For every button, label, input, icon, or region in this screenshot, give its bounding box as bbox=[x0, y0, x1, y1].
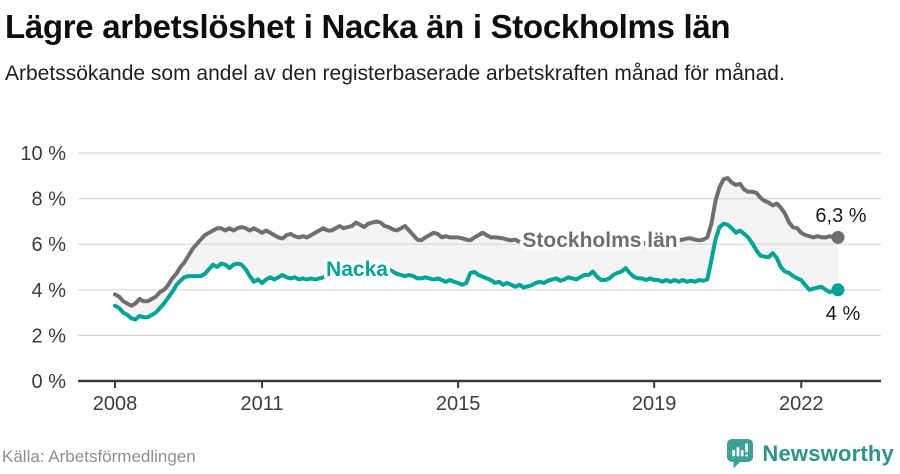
line-chart-canvas: 0 % 2 % 4 % 6 % 8 % 10 % 2008 2011 2015 2019 2022 S… bbox=[20, 143, 881, 415]
footer: Källa: Arbetsförmedlingen Newsworthy bbox=[0, 436, 900, 474]
x-tick-label: 2015 bbox=[436, 393, 481, 415]
chart-title: Lägre arbetslöshet i Nacka än i Stockhol… bbox=[5, 8, 731, 45]
y-tick-label: 6 % bbox=[32, 234, 67, 256]
series-line-0 bbox=[113, 176, 840, 308]
newsworthy-bar-chart-icon bbox=[727, 439, 754, 469]
chart-subtitle: Arbetssökande som andel av den registerb… bbox=[5, 62, 785, 86]
y-tick-label: 10 % bbox=[20, 143, 66, 165]
y-tick-label: 0 % bbox=[32, 371, 67, 393]
series-end-dot-1 bbox=[831, 283, 845, 297]
series-inline-label-1: Nacka bbox=[326, 258, 388, 281]
series-end-label-1: 4 % bbox=[826, 303, 861, 325]
between-series-band bbox=[115, 178, 838, 320]
newsworthy-logo[interactable]: Newsworthy bbox=[726, 438, 894, 469]
series-end-dot-0 bbox=[831, 230, 845, 244]
source-note: Källa: Arbetsförmedlingen bbox=[2, 447, 196, 466]
y-tick-label: 4 % bbox=[32, 280, 67, 302]
x-tick-label: 2019 bbox=[632, 393, 677, 415]
x-tick-label: 2008 bbox=[93, 393, 138, 415]
series-end-label-0: 6,3 % bbox=[815, 205, 866, 227]
line-chart: 0 % 2 % 4 % 6 % 8 % 10 % 2008 2011 2015 2019 2022 S… bbox=[0, 138, 900, 428]
x-tick-label: 2011 bbox=[241, 393, 284, 415]
newsworthy-logo-text: Newsworthy bbox=[762, 440, 894, 466]
y-tick-label: 8 % bbox=[32, 189, 67, 211]
x-tick-label: 2022 bbox=[779, 393, 824, 415]
series-inline-label-0: Stockholms län bbox=[522, 229, 677, 252]
y-tick-label: 2 % bbox=[32, 325, 67, 347]
series-line-1 bbox=[113, 221, 840, 322]
